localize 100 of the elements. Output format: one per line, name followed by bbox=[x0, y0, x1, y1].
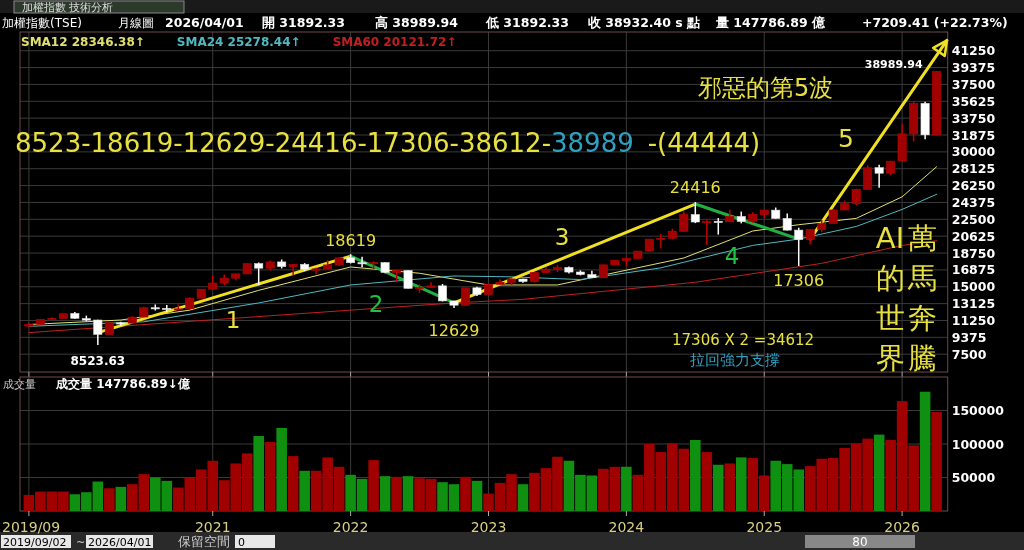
text: 開 31892.33 bbox=[262, 15, 345, 30]
y-tick-label: 22500 bbox=[951, 211, 996, 227]
y-tick-label: 50000 bbox=[951, 470, 996, 485]
text: SMA24 25278.44↑ bbox=[176, 35, 301, 49]
y-tick-label: 28125 bbox=[951, 161, 996, 177]
bar bbox=[299, 470, 310, 511]
y-tick-label: 7500 bbox=[951, 346, 987, 362]
y-tick-label: 35625 bbox=[951, 93, 996, 109]
y-tick-label: 150000 bbox=[951, 403, 1005, 418]
annotation: 成交量 bbox=[3, 378, 36, 391]
y-tick-label: 20625 bbox=[951, 228, 996, 244]
annotation: 17306 X 2 =34612 bbox=[672, 331, 815, 349]
bar bbox=[471, 480, 483, 511]
text: 2019/09/02 bbox=[3, 536, 67, 549]
annotation: 邪惡的第5波 bbox=[698, 74, 834, 102]
bar bbox=[391, 476, 402, 511]
annotation: 12629 bbox=[428, 321, 480, 341]
bar bbox=[919, 391, 931, 511]
x-tick-label: 2024 bbox=[608, 519, 645, 535]
candlestick bbox=[874, 164, 884, 189]
bar bbox=[368, 460, 379, 511]
y-tick-label: 13125 bbox=[951, 296, 996, 312]
bar bbox=[517, 484, 529, 511]
y-tick-label: 9375 bbox=[951, 329, 987, 345]
candlestick bbox=[162, 304, 172, 313]
text: SMA60 20121.72↑ bbox=[332, 35, 457, 49]
candlestick bbox=[702, 219, 712, 246]
annotation: 8523-18619-12629-24416-17306-38612- bbox=[15, 128, 552, 158]
bar bbox=[724, 463, 736, 511]
annotation: 世 bbox=[875, 301, 905, 335]
x-tick-label: 2026 bbox=[884, 519, 921, 535]
bar bbox=[701, 452, 713, 511]
bar bbox=[115, 486, 127, 511]
x-tick-label: 2023 bbox=[470, 519, 507, 535]
bar bbox=[690, 439, 701, 511]
annotation: 騰 bbox=[907, 341, 937, 375]
bar bbox=[931, 411, 942, 511]
bar bbox=[264, 441, 276, 511]
bar bbox=[873, 434, 885, 511]
annotation: 38989.94 bbox=[864, 58, 923, 72]
y-tick-label: 33750 bbox=[951, 110, 996, 126]
bar bbox=[713, 464, 724, 511]
bar bbox=[735, 457, 747, 511]
text: 量 147786.89 億 bbox=[715, 15, 827, 30]
annotation: 38989 bbox=[551, 128, 634, 158]
text: +7209.41 (+22.73%) bbox=[862, 15, 1008, 30]
annotation: 4 bbox=[724, 243, 740, 269]
candlestick bbox=[93, 319, 103, 346]
candlestick bbox=[254, 261, 264, 287]
y-tick-label: 18750 bbox=[951, 245, 996, 261]
text: 月線圖 bbox=[118, 16, 154, 30]
y-tick-label: 26250 bbox=[951, 178, 996, 194]
annotation: 拉回強力支撐 bbox=[690, 351, 780, 369]
annotation: 5 bbox=[838, 124, 854, 153]
y-tick-label: 100000 bbox=[951, 436, 1005, 452]
bar bbox=[460, 476, 471, 511]
annotation: 馬 bbox=[906, 261, 937, 295]
y-tick-label: 16875 bbox=[951, 262, 996, 278]
candlestick bbox=[794, 227, 804, 267]
y-tick-label: 37500 bbox=[951, 76, 996, 92]
text: 低 31892.33 bbox=[485, 15, 569, 30]
x-tick-label: 2021 bbox=[194, 519, 231, 535]
y-tick-label: 11250 bbox=[951, 312, 996, 328]
candlestick bbox=[656, 233, 666, 250]
text: 高 38989.94 bbox=[375, 15, 459, 30]
text: ~ bbox=[76, 536, 86, 549]
annotation: 24416 bbox=[669, 178, 721, 198]
annotation: AI bbox=[875, 221, 905, 255]
x-tick-label: 2025 bbox=[746, 519, 783, 535]
bar bbox=[402, 476, 414, 511]
annotation: 成交量 147786.89↓億 bbox=[55, 377, 191, 391]
candlestick bbox=[679, 210, 689, 233]
annotation: 8523.63 bbox=[70, 353, 126, 368]
annotation: 17306 bbox=[773, 271, 825, 291]
bar bbox=[276, 427, 287, 511]
text: 80 bbox=[852, 535, 868, 549]
text: 0 bbox=[238, 536, 245, 549]
x-tick-label: 2022 bbox=[332, 519, 369, 535]
candlestick bbox=[288, 263, 298, 277]
text: 收 38932.40 s 點 bbox=[588, 15, 701, 30]
annotation: 18619 bbox=[325, 231, 377, 251]
bar bbox=[621, 466, 632, 511]
x-tick-label: 2019/09 bbox=[2, 519, 61, 535]
y-tick-label: 31875 bbox=[951, 127, 996, 143]
y-tick-label: 15000 bbox=[951, 279, 996, 295]
annotation: 的 bbox=[875, 261, 905, 295]
y-tick-label: 24375 bbox=[951, 194, 996, 210]
text: SMA12 28346.38↑ bbox=[21, 35, 145, 49]
annotation: 奔 bbox=[907, 301, 937, 335]
bar bbox=[253, 435, 264, 511]
text: 保留空間 bbox=[178, 534, 230, 549]
bar bbox=[287, 456, 299, 511]
annotation: -(44444) bbox=[647, 128, 761, 158]
y-tick-label: 39375 bbox=[951, 60, 996, 76]
text: 加權指數 技術分析 bbox=[22, 1, 114, 14]
annotation: 3 bbox=[554, 224, 570, 250]
candlestick bbox=[863, 164, 873, 191]
y-tick-label: 30000 bbox=[951, 144, 996, 160]
y-tick-label: 41250 bbox=[951, 43, 996, 59]
text: 2026/04/01 bbox=[165, 15, 244, 30]
